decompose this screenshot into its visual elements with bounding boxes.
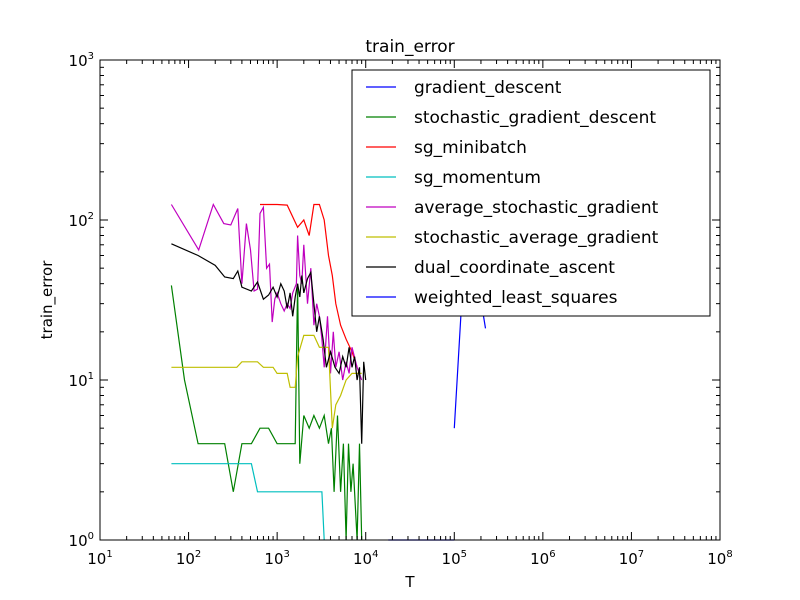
y-tick-label: 103: [69, 51, 94, 70]
series-line-stochastic_average_gradient: [171, 334, 362, 429]
y-tick-label-base: 10: [69, 52, 88, 70]
x-tick-label: 103: [264, 549, 289, 568]
series-line-sg_minibatch: [260, 203, 358, 368]
x-tick-label: 102: [176, 549, 201, 568]
chart-title: train_error: [365, 37, 454, 57]
x-tick-label-exponent: 7: [638, 549, 644, 560]
legend-label: sg_momentum: [414, 168, 541, 188]
y-tick-label-exponent: 3: [88, 51, 94, 62]
x-tick-label-base: 10: [619, 550, 638, 568]
series-line-sg_momentum: [171, 463, 325, 541]
legend-label: dual_coordinate_ascent: [414, 258, 615, 278]
x-tick-label-exponent: 1: [106, 549, 112, 560]
x-tick-label: 105: [442, 549, 467, 568]
legend-label: average_stochastic_gradient: [414, 198, 659, 218]
y-tick-label-base: 10: [69, 532, 88, 550]
y-tick-label: 102: [69, 211, 94, 230]
legend-label: stochastic_average_gradient: [414, 228, 659, 248]
x-tick-label-base: 10: [442, 550, 461, 568]
plot-frame: [99, 59, 721, 541]
x-tick-label: 108: [707, 549, 732, 568]
x-tick-label-base: 10: [707, 550, 726, 568]
legend-label: stochastic_gradient_descent: [414, 108, 656, 128]
x-tick-label: 104: [353, 549, 378, 568]
y-axis-label: train_error: [38, 260, 57, 340]
x-tick-label-exponent: 4: [372, 549, 378, 560]
x-axis-label: T: [404, 573, 415, 591]
x-tick-label-exponent: 2: [195, 549, 201, 560]
x-tick-label-base: 10: [530, 550, 549, 568]
y-tick-label-exponent: 0: [88, 531, 94, 542]
legend: gradient_descent stochastic_gradient_desc…: [351, 69, 711, 317]
legend-label: gradient_descent: [414, 78, 562, 98]
y-tick-label-exponent: 1: [88, 371, 94, 382]
x-tick-label-exponent: 6: [549, 549, 555, 560]
x-tick-label-base: 10: [264, 550, 283, 568]
y-tick-label-base: 10: [69, 212, 88, 230]
y-tick-label-exponent: 2: [88, 211, 94, 222]
x-tick-label-exponent: 5: [461, 549, 467, 560]
y-tick-label: 100: [69, 531, 94, 550]
y-tick-label: 101: [69, 371, 94, 390]
legend-box: [351, 69, 711, 317]
legend-label: sg_minibatch: [414, 138, 527, 158]
series-line-average_stochastic_gradient: [170, 202, 363, 381]
series-line-dual_coordinate_ascent: [171, 243, 367, 444]
x-tick-label-base: 10: [353, 550, 372, 568]
x-tick-label-exponent: 3: [284, 549, 290, 560]
x-tick-label: 107: [619, 549, 644, 568]
x-tick-label: 106: [530, 549, 555, 568]
x-tick-label-exponent: 8: [726, 549, 732, 560]
x-tick-label-base: 10: [176, 550, 195, 568]
y-tick-label-base: 10: [69, 372, 88, 390]
legend-label: weighted_least_squares: [414, 288, 618, 308]
x-tick-label: 101: [87, 549, 112, 568]
series-line-stochastic_gradient_descent: [170, 283, 363, 541]
x-tick-label-base: 10: [87, 550, 106, 568]
